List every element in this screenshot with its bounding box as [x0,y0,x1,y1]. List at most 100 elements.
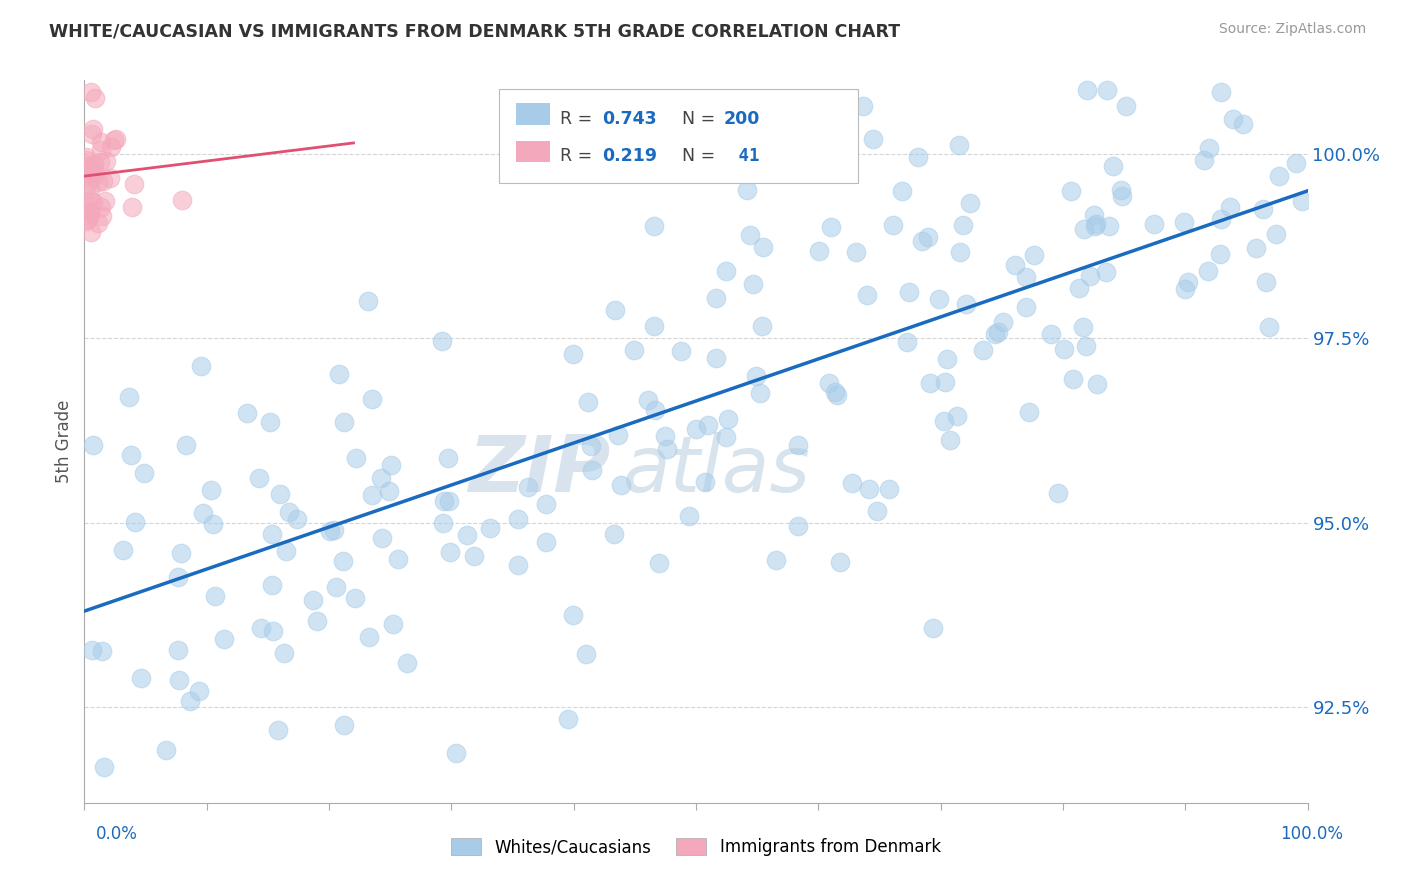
Text: 200: 200 [724,110,761,128]
Point [80,85,103,99]
Point [605,303,627,318]
Point [685,422,707,436]
Point [456,528,478,542]
Point [89,155,111,169]
Point [748,386,770,401]
Point [1084,217,1107,231]
Point [370,471,392,485]
Text: 0.743: 0.743 [602,110,657,128]
Point [1209,85,1232,99]
Point [922,621,945,635]
Point [236,406,259,420]
Point [852,99,875,113]
Point [1264,227,1286,241]
Point [1109,183,1132,197]
Point [79,194,101,208]
Point [118,390,141,404]
Point [83,157,105,171]
Point [103,133,125,147]
Point [371,532,394,546]
Point [534,535,557,549]
Point [654,429,676,443]
Point [190,359,212,373]
Point [439,545,461,559]
Point [79,168,101,182]
Point [945,409,967,423]
Point [82,194,104,209]
Point [75,150,97,164]
Point [444,746,467,760]
Point [79,204,101,219]
Point [122,178,145,192]
Point [1085,376,1108,391]
Point [187,684,209,698]
Point [273,646,295,660]
Point [90,644,112,658]
Point [825,388,848,402]
Point [1197,264,1219,278]
Point [984,327,1007,342]
Point [76,198,98,212]
Point [479,521,502,535]
Point [120,448,142,462]
Point [1111,189,1133,203]
Point [79,206,101,220]
Point [562,607,585,622]
Point [740,228,762,243]
Point [333,415,356,429]
Point [134,467,156,481]
Point [259,415,281,429]
Point [603,527,626,541]
Point [90,144,112,158]
Point [1285,156,1308,170]
Point [1209,247,1232,261]
Point [357,294,380,309]
Point [508,512,530,526]
Point [278,505,301,519]
Point [824,385,846,400]
Point [693,475,716,489]
Point [76,178,98,193]
Point [1115,98,1137,112]
Text: 0.219: 0.219 [602,147,657,165]
Point [302,593,325,607]
Legend: Whites/Caucasians, Immigrants from Denmark: Whites/Caucasians, Immigrants from Denma… [444,831,948,863]
Point [202,516,225,531]
Point [332,718,354,732]
Point [1257,320,1279,334]
Point [111,543,134,558]
Point [121,200,143,214]
Point [344,591,367,606]
Point [1098,219,1121,234]
Point [96,154,118,169]
Point [714,264,737,278]
Text: N =: N = [682,110,721,128]
Point [856,288,879,302]
Point [918,376,941,390]
Point [1053,343,1076,357]
Point [382,617,405,632]
Point [959,196,981,211]
Point [167,570,190,584]
Point [263,624,285,639]
Text: R =: R = [560,110,598,128]
Point [274,543,297,558]
Point [179,694,201,708]
Point [90,136,112,150]
Point [131,671,153,685]
Point [396,656,419,670]
Point [1244,241,1267,255]
Point [432,493,454,508]
Point [704,351,727,365]
Point [890,184,912,198]
Text: 0.0%: 0.0% [96,825,138,843]
Point [610,478,633,492]
Point [76,161,98,176]
Point [949,245,972,260]
Point [430,334,453,348]
Point [972,343,994,358]
Point [786,518,808,533]
Point [1102,159,1125,173]
Text: R =: R = [560,147,598,165]
Point [79,173,101,187]
